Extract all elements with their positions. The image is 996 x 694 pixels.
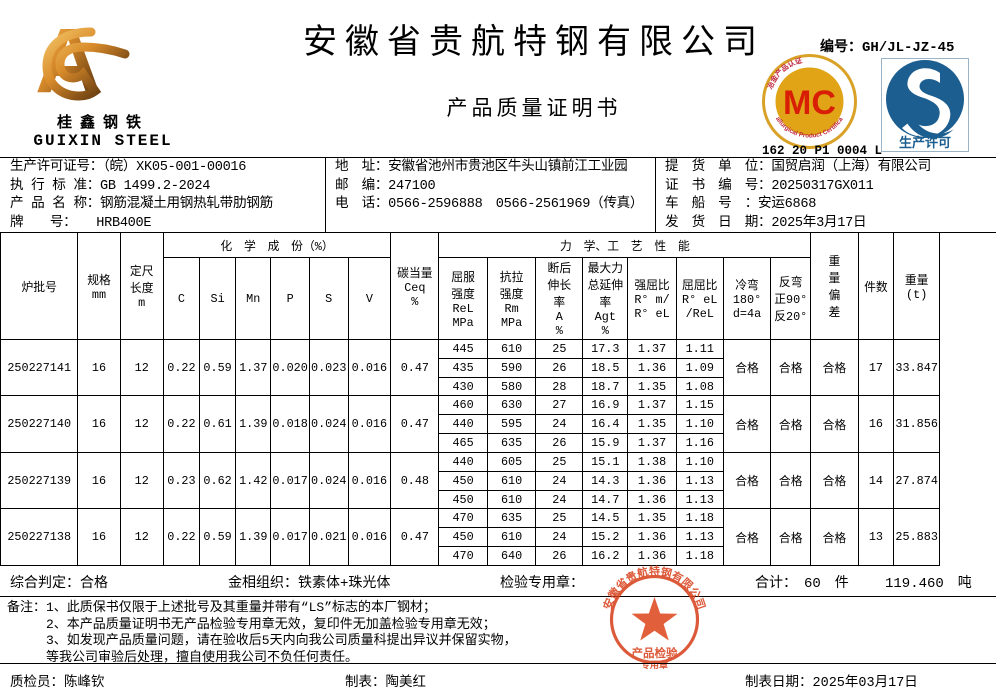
- svg-text:MC: MC: [783, 84, 836, 122]
- svg-text:产品检验: 产品检验: [632, 646, 678, 660]
- svg-text:专用章: 专用章: [641, 659, 668, 670]
- svg-text:生产许可: 生产许可: [899, 135, 951, 150]
